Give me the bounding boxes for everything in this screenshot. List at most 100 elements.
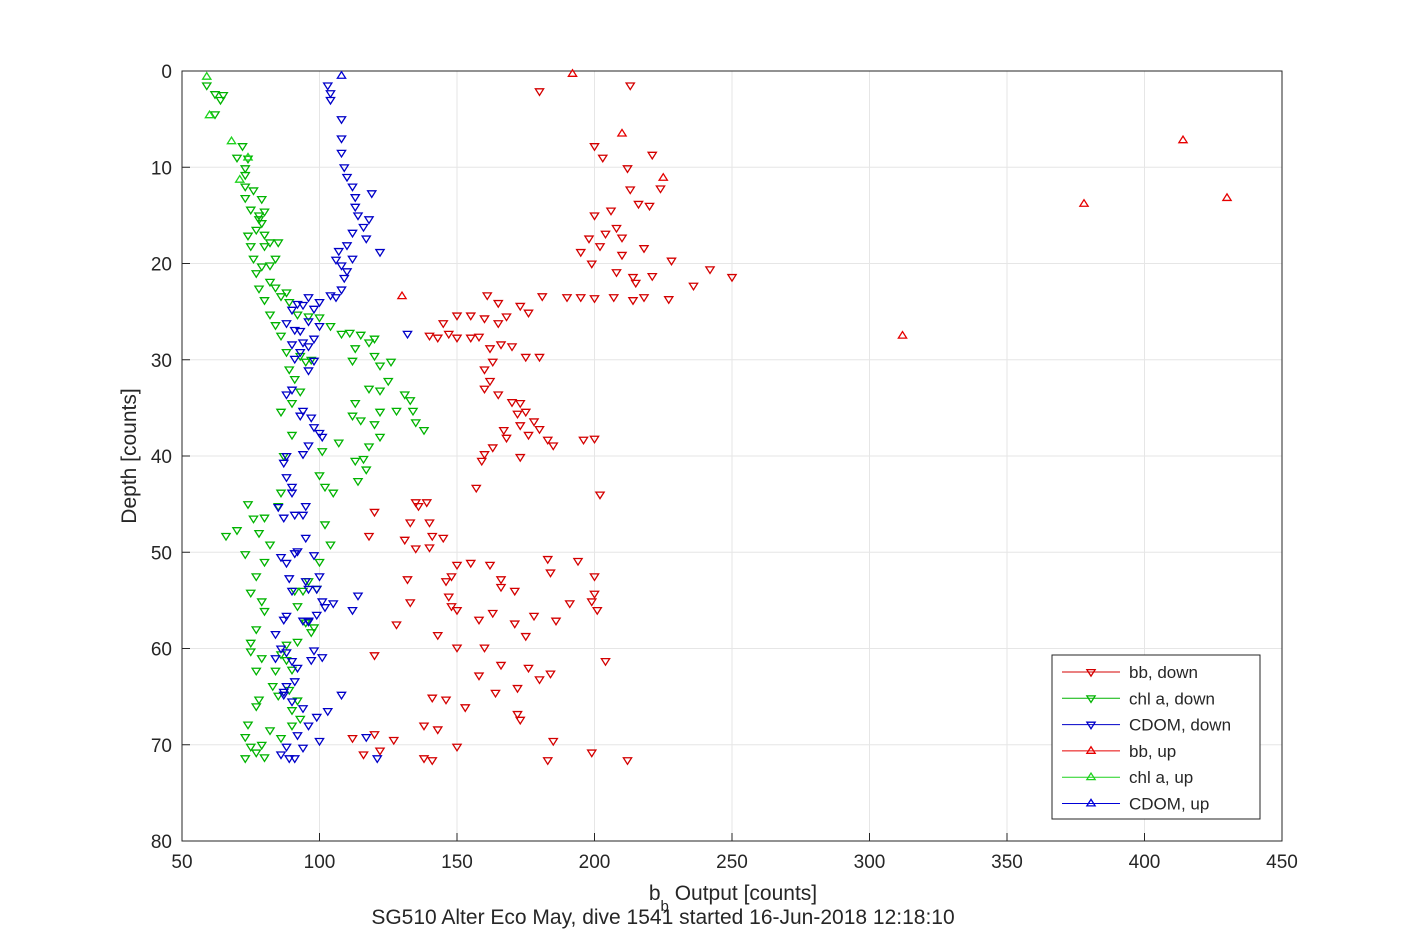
data-point	[314, 298, 325, 308]
data-point	[292, 548, 303, 557]
data-point	[347, 357, 358, 367]
data-point	[473, 672, 485, 681]
data-point	[616, 251, 628, 261]
data-point	[314, 472, 325, 481]
data-point	[371, 755, 383, 764]
data-point	[336, 70, 347, 79]
data-point	[583, 235, 595, 244]
data-point	[470, 484, 482, 494]
x-tick-label: 250	[716, 852, 748, 873]
data-point	[589, 295, 600, 304]
data-point	[589, 590, 600, 600]
data-point	[369, 352, 380, 362]
data-point	[270, 655, 281, 664]
data-point	[297, 705, 309, 714]
data-point	[286, 698, 298, 707]
data-point	[534, 676, 545, 685]
data-point	[281, 289, 292, 298]
data-point	[589, 212, 600, 221]
data-point	[542, 757, 554, 766]
data-point	[589, 573, 600, 582]
data-point	[347, 255, 358, 265]
data-point	[528, 418, 540, 427]
data-point	[270, 322, 281, 331]
data-point	[209, 111, 221, 120]
data-point	[385, 358, 397, 368]
data-point	[404, 599, 416, 608]
data-point	[314, 314, 325, 323]
data-point	[286, 666, 298, 676]
data-point	[413, 502, 424, 512]
data-point	[347, 183, 358, 192]
data-point	[349, 400, 361, 409]
data-point	[358, 455, 369, 465]
data-point	[289, 755, 301, 764]
data-point	[270, 667, 281, 677]
data-point	[465, 559, 477, 569]
data-point	[347, 229, 358, 239]
data-point	[239, 183, 251, 192]
x-axis-label-subscript: b	[661, 898, 669, 915]
data-point	[316, 598, 328, 607]
data-point	[215, 96, 226, 106]
data-point	[245, 206, 257, 215]
data-point	[250, 703, 262, 712]
data-point	[264, 727, 276, 736]
data-point	[547, 737, 559, 747]
data-point	[399, 391, 411, 400]
y-tick-label: 70	[151, 736, 172, 757]
data-point	[374, 433, 386, 443]
data-point	[349, 457, 361, 467]
data-point	[319, 521, 331, 530]
data-point	[272, 503, 284, 513]
data-point	[297, 511, 309, 521]
data-point	[514, 453, 526, 463]
data-point	[314, 429, 325, 439]
data-point	[286, 483, 298, 493]
data-point	[308, 424, 320, 433]
data-point	[410, 499, 422, 508]
data-point	[520, 353, 532, 363]
data-point	[234, 174, 246, 183]
data-point	[256, 598, 268, 607]
data-point	[586, 598, 598, 607]
data-point	[217, 92, 229, 101]
data-point	[410, 545, 422, 554]
data-point	[622, 757, 633, 766]
data-point	[201, 82, 213, 91]
data-point	[289, 550, 301, 559]
caption: SG510 Alter Eco May, dive 1541 started 1…	[371, 906, 954, 929]
data-point	[534, 353, 545, 363]
ticks: 50 100 150 200 250 300 350 400 450 0 10 20 30 40 50 60 7…	[151, 62, 1298, 873]
data-point	[314, 737, 325, 747]
data-point	[388, 736, 400, 746]
data-point	[239, 733, 251, 743]
data-point	[300, 502, 312, 512]
data-point	[432, 631, 444, 641]
data-point	[547, 442, 559, 451]
data-point	[451, 644, 463, 653]
legend-label: bb, up	[1129, 742, 1176, 761]
data-point	[292, 638, 303, 648]
data-point	[311, 713, 323, 723]
data-point	[638, 245, 650, 254]
data-point	[253, 285, 265, 294]
data-point	[201, 71, 213, 80]
data-point	[256, 741, 268, 751]
data-point	[418, 755, 430, 764]
data-point	[242, 152, 254, 161]
data-point	[325, 292, 336, 301]
data-point	[281, 559, 292, 569]
data-point	[426, 532, 438, 542]
data-point	[297, 407, 309, 417]
data-point	[308, 305, 320, 315]
data-point	[437, 320, 449, 329]
data-point	[418, 722, 430, 731]
data-point	[303, 618, 314, 627]
data-point	[440, 578, 452, 587]
data-point	[523, 309, 534, 318]
data-point	[347, 412, 358, 421]
data-point	[281, 320, 292, 329]
data-point	[275, 734, 287, 744]
data-point	[245, 743, 257, 753]
